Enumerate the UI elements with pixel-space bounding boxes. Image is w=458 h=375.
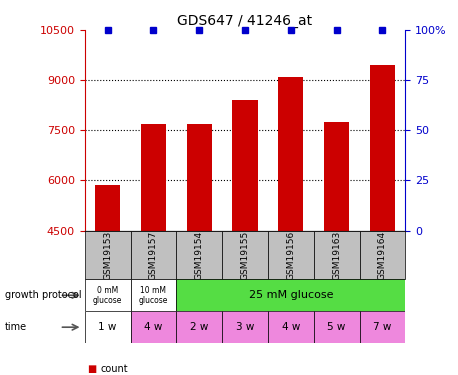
Text: 10 mM
glucose: 10 mM glucose (139, 286, 168, 305)
Bar (187, 124, 212, 231)
FancyBboxPatch shape (360, 231, 405, 279)
FancyBboxPatch shape (268, 231, 314, 279)
FancyBboxPatch shape (176, 279, 405, 311)
Text: GSM19154: GSM19154 (195, 230, 204, 280)
FancyBboxPatch shape (314, 311, 360, 343)
Text: GSM19155: GSM19155 (240, 230, 250, 280)
Title: GDS647 / 41246_at: GDS647 / 41246_at (177, 13, 313, 28)
FancyBboxPatch shape (176, 231, 222, 279)
Text: 4 w: 4 w (144, 322, 163, 332)
FancyBboxPatch shape (85, 311, 131, 343)
FancyBboxPatch shape (268, 311, 314, 343)
Text: growth protocol: growth protocol (5, 290, 81, 300)
Bar (370, 65, 395, 231)
FancyBboxPatch shape (131, 279, 176, 311)
Text: ■: ■ (87, 364, 96, 374)
Text: 4 w: 4 w (282, 322, 300, 332)
Text: time: time (5, 322, 27, 332)
Text: GSM19153: GSM19153 (103, 230, 112, 280)
Text: 7 w: 7 w (373, 322, 392, 332)
Text: 25 mM glucose: 25 mM glucose (249, 290, 333, 300)
FancyBboxPatch shape (222, 311, 268, 343)
FancyBboxPatch shape (360, 311, 405, 343)
Bar (95, 186, 120, 231)
Text: 3 w: 3 w (236, 322, 254, 332)
Text: count: count (101, 364, 128, 374)
Bar (324, 122, 349, 231)
FancyBboxPatch shape (131, 231, 176, 279)
FancyBboxPatch shape (85, 279, 131, 311)
Text: GSM19163: GSM19163 (332, 230, 341, 280)
FancyBboxPatch shape (222, 231, 268, 279)
FancyBboxPatch shape (131, 311, 176, 343)
Text: 2 w: 2 w (190, 322, 208, 332)
FancyBboxPatch shape (314, 231, 360, 279)
Text: GSM19157: GSM19157 (149, 230, 158, 280)
Text: GSM19156: GSM19156 (286, 230, 295, 280)
Bar (278, 77, 303, 231)
Text: 1 w: 1 w (98, 322, 117, 332)
Bar (141, 124, 166, 231)
FancyBboxPatch shape (176, 311, 222, 343)
Text: 0 mM
glucose: 0 mM glucose (93, 286, 122, 305)
Text: 5 w: 5 w (327, 322, 346, 332)
FancyBboxPatch shape (85, 231, 131, 279)
Text: GSM19164: GSM19164 (378, 230, 387, 280)
Bar (232, 100, 257, 231)
